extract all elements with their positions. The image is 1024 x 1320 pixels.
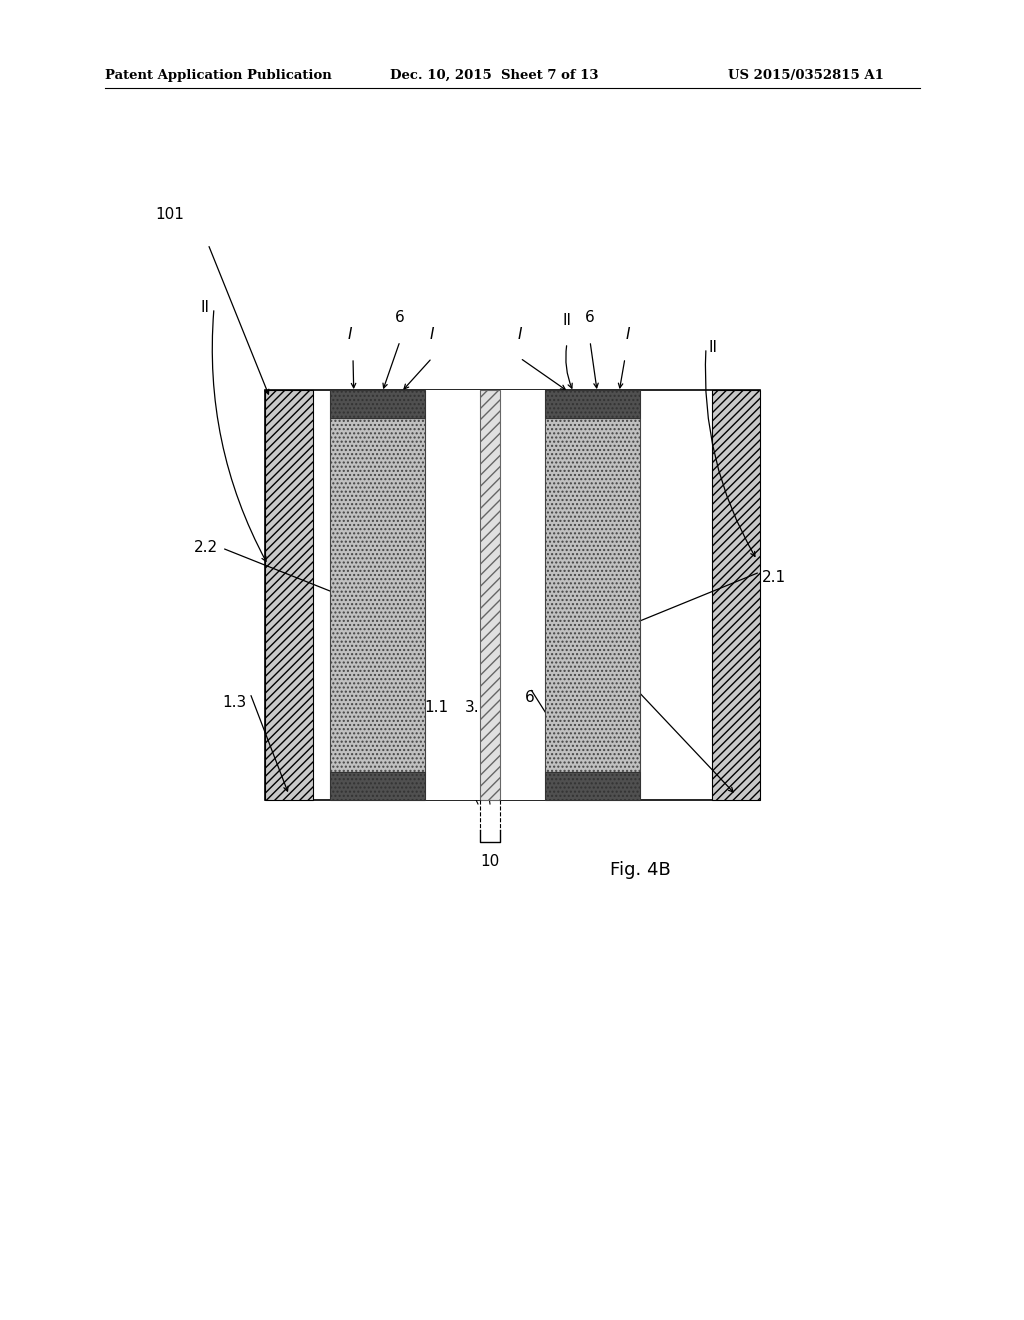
Text: Patent Application Publication: Patent Application Publication (105, 69, 332, 82)
Bar (265, 389, 313, 800)
Text: Fig. 4B: Fig. 4B (609, 861, 671, 879)
Text: II: II (562, 313, 571, 327)
Text: 6: 6 (525, 690, 535, 705)
Text: 6: 6 (585, 310, 595, 325)
Text: 10: 10 (480, 854, 500, 869)
Text: II: II (201, 301, 210, 315)
Text: Dec. 10, 2015  Sheet 7 of 13: Dec. 10, 2015 Sheet 7 of 13 (390, 69, 598, 82)
Text: 6: 6 (395, 310, 404, 325)
Text: 1.1: 1.1 (424, 700, 449, 715)
Text: II: II (708, 341, 717, 355)
Text: 1.3: 1.3 (222, 696, 246, 710)
Text: I: I (626, 327, 630, 342)
Bar (545, 418, 640, 772)
Bar (265, 389, 760, 800)
Bar (712, 389, 760, 800)
Bar (545, 772, 640, 800)
Bar (330, 389, 425, 418)
Text: 3.1: 3.1 (465, 700, 489, 715)
Text: 2.1: 2.1 (762, 570, 786, 586)
Text: I: I (430, 327, 434, 342)
Bar (545, 389, 640, 418)
Bar (330, 418, 425, 772)
Text: 1.2: 1.2 (617, 690, 642, 705)
Bar (480, 389, 500, 800)
Bar (425, 389, 480, 800)
Bar (500, 389, 545, 800)
Text: US 2015/0352815 A1: US 2015/0352815 A1 (728, 69, 884, 82)
Text: 6: 6 (343, 690, 353, 705)
Bar (330, 772, 425, 800)
Text: I: I (518, 327, 522, 342)
Text: 2.2: 2.2 (194, 540, 218, 556)
Text: 101: 101 (155, 207, 184, 222)
Text: I: I (348, 327, 352, 342)
